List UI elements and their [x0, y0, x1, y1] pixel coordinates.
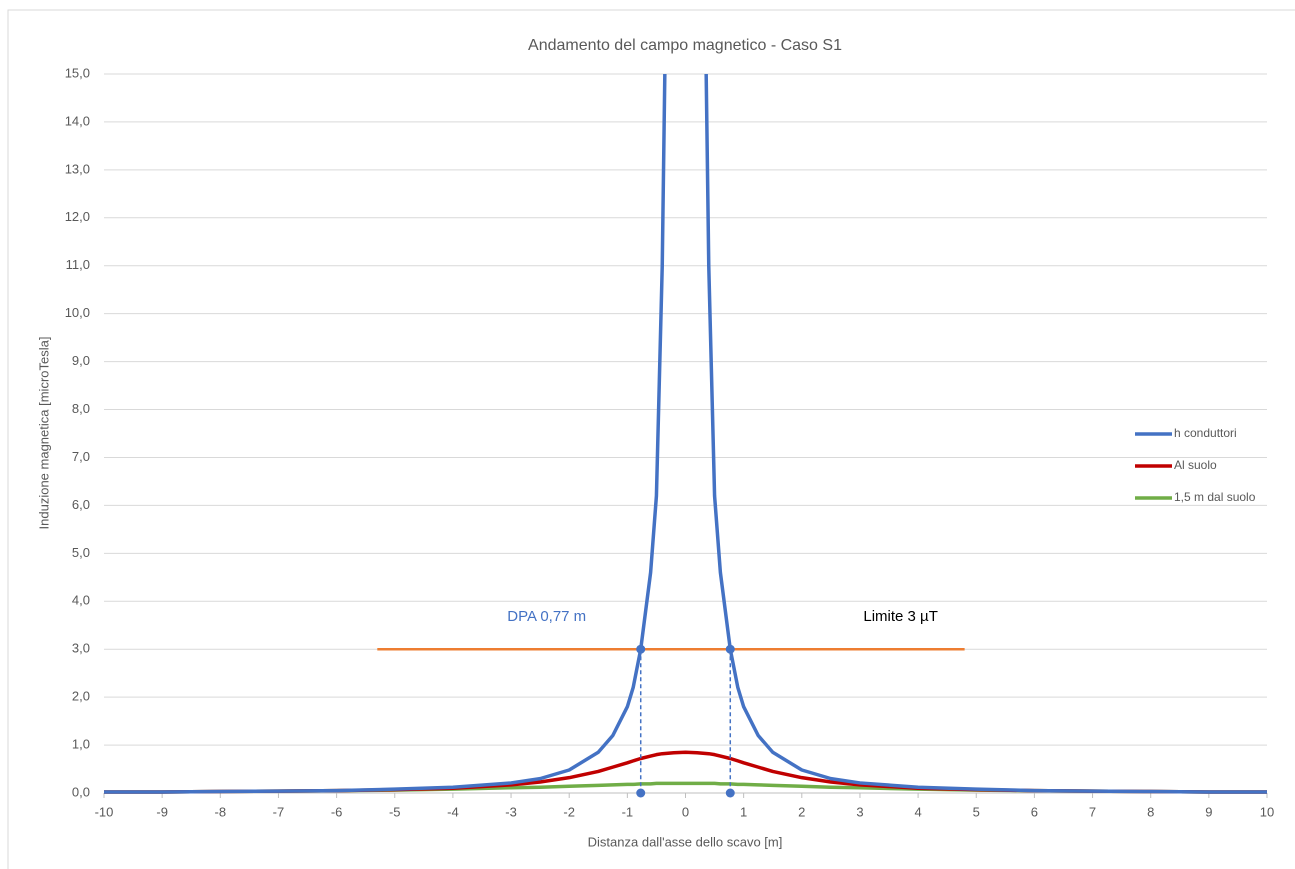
y-tick-label: 5,0 [72, 545, 90, 560]
x-tick-label: -5 [389, 804, 401, 819]
x-tick-label: -3 [505, 804, 517, 819]
y-axis-label: Induzione magnetica [microTesla] [36, 337, 51, 530]
x-tick-label: -6 [331, 804, 343, 819]
y-tick-label: 10,0 [65, 305, 90, 320]
x-tick-label: -9 [156, 804, 168, 819]
x-tick-label: -10 [95, 804, 114, 819]
series-line [104, 74, 1267, 794]
y-tick-label: 7,0 [72, 449, 90, 464]
limit-label: Limite 3 µT [863, 608, 938, 625]
x-tick-label: 6 [1031, 804, 1038, 819]
dpa-label: DPA 0,77 m [507, 608, 586, 625]
x-tick-label: -2 [563, 804, 575, 819]
legend-label: Al suolo [1174, 458, 1217, 472]
dpa-foot-point [725, 788, 735, 798]
x-tick-label: 2 [798, 804, 805, 819]
y-tick-label: 2,0 [72, 689, 90, 704]
x-axis-label: Distanza dall'asse dello scavo [m] [588, 834, 783, 849]
chart-title: Andamento del campo magnetico - Caso S1 [528, 37, 842, 54]
y-tick-label: 14,0 [65, 113, 90, 128]
y-tick-label: 11,0 [66, 257, 90, 272]
x-tick-label: 3 [856, 804, 863, 819]
series-line [104, 781, 1267, 794]
y-tick-label: 4,0 [72, 593, 90, 608]
dpa-point [636, 644, 646, 654]
x-tick-label: -7 [273, 804, 285, 819]
x-tick-label: 4 [914, 804, 921, 819]
x-tick-label: 8 [1147, 804, 1154, 819]
y-tick-label: 6,0 [72, 497, 90, 512]
y-tick-label: 15,0 [65, 65, 90, 80]
y-tick-label: 3,0 [72, 641, 90, 656]
x-tick-label: -8 [215, 804, 227, 819]
plot-area [104, 74, 1267, 794]
y-tick-label: 0,0 [72, 784, 90, 799]
legend-label: 1,5 m dal suolo [1174, 490, 1256, 504]
x-tick-label: 10 [1260, 804, 1274, 819]
x-tick-label: 9 [1205, 804, 1212, 819]
y-tick-label: 12,0 [65, 209, 90, 224]
dpa-point [725, 644, 735, 654]
x-tick-label: -1 [622, 804, 634, 819]
y-tick-label: 8,0 [72, 401, 90, 416]
legend-label: h conduttori [1174, 426, 1237, 440]
y-tick-label: 1,0 [72, 737, 90, 752]
y-tick-label: 13,0 [65, 161, 90, 176]
x-tick-label: 0 [682, 804, 689, 819]
x-tick-label: -4 [447, 804, 459, 819]
x-tick-label: 7 [1089, 804, 1096, 819]
x-tick-label: 5 [973, 804, 980, 819]
chart-border [7, 9, 1295, 869]
x-tick-label: 1 [740, 804, 747, 819]
y-tick-label: 9,0 [72, 353, 90, 368]
dpa-foot-point [636, 788, 646, 798]
